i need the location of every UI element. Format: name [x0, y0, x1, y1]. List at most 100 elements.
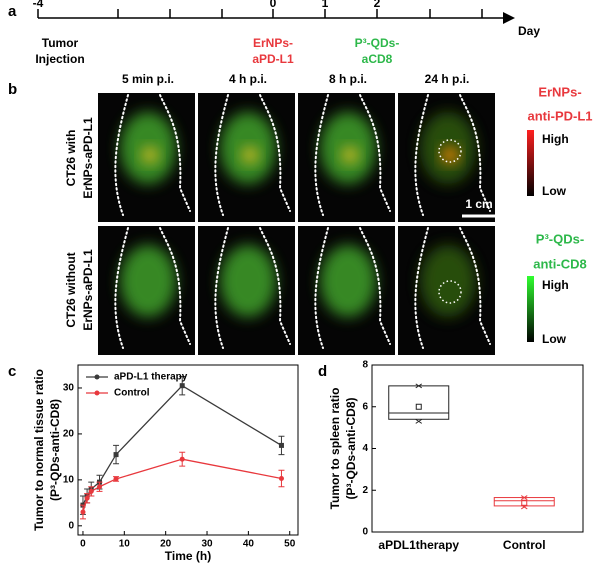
panel-label: c	[8, 363, 16, 380]
outline	[314, 94, 391, 216]
event-label: Injection	[35, 52, 84, 66]
panel-label: b	[8, 81, 17, 98]
outline	[114, 94, 191, 216]
column-header: 8 h p.i.	[329, 72, 367, 86]
glow	[242, 147, 258, 163]
y-tick-label: 6	[362, 401, 368, 412]
image-grid	[98, 93, 495, 355]
outline	[314, 227, 391, 349]
outline	[414, 94, 491, 216]
y-axis-label: Tumor to spleen ratio	[328, 388, 342, 510]
whisker-end	[520, 495, 528, 500]
y-tick-label: 10	[63, 475, 75, 486]
tick-label: -4	[33, 0, 44, 10]
panel-label: a	[8, 3, 17, 20]
colorbar-label: Low	[542, 332, 567, 346]
column-header: 5 min p.i.	[122, 72, 174, 86]
y-axis-label: Tumor to normal tissue ratio	[32, 369, 46, 531]
column-header: 24 h p.i.	[425, 72, 470, 86]
colorbar	[527, 276, 534, 342]
series-line	[82, 458, 282, 513]
row-label: CT26 with	[64, 130, 78, 187]
glow	[220, 245, 276, 317]
series-line	[82, 384, 282, 506]
y-axis-label: (P³-QDs-anti-CD8)	[344, 398, 358, 500]
marker	[97, 484, 103, 490]
colorbar-title: P³-QDs-	[536, 231, 584, 246]
event-label: aCD8	[362, 52, 393, 66]
marker	[113, 452, 119, 458]
plot-frame	[77, 364, 299, 536]
y-tick-label: 20	[63, 429, 75, 440]
x-tick-label: 0	[80, 539, 86, 550]
box	[388, 385, 450, 420]
axis-unit: Day	[518, 24, 540, 38]
colorbar-title: ErNPs-	[538, 84, 581, 99]
timeline	[37, 9, 515, 24]
glow	[120, 245, 176, 317]
y-tick-label: 8	[362, 360, 368, 371]
outline	[214, 227, 291, 349]
event-label: Tumor	[42, 36, 79, 50]
tumor-circle	[438, 139, 462, 163]
outline	[214, 94, 291, 216]
y-axis-label: (P³-QDs-anti-CD8)	[48, 399, 62, 501]
y-tick-label: 0	[68, 520, 74, 531]
panel-label: d	[318, 363, 327, 380]
row-label: CT26 without	[64, 252, 78, 327]
scale-bar-label: 1 cm	[465, 197, 492, 211]
marker	[278, 475, 284, 481]
tick-label: 1	[322, 0, 329, 10]
column-header: 4 h p.i.	[229, 72, 267, 86]
glow	[142, 147, 158, 163]
legend-marker	[94, 390, 100, 396]
glow	[342, 147, 358, 163]
outline	[414, 227, 491, 349]
event-label: ErNPs-	[253, 36, 293, 50]
marker	[84, 495, 90, 501]
row-label: ErNPs-aPD-L1	[81, 117, 95, 199]
row-label: ErNPs-aPD-L1	[81, 249, 95, 331]
marker	[80, 509, 86, 515]
colorbar-label: Low	[542, 184, 567, 198]
x-tick-label: Control	[503, 538, 546, 552]
tick-label: 0	[270, 0, 277, 10]
y-tick-label: 4	[362, 443, 368, 454]
x-axis-label: Time (h)	[165, 549, 211, 563]
x-tick-label: 30	[201, 539, 213, 550]
y-tick-label: 2	[362, 485, 368, 496]
box	[493, 497, 555, 507]
event-label: aPD-L1	[252, 52, 294, 66]
colorbar	[527, 130, 534, 196]
colorbar-title: anti-PD-L1	[528, 108, 593, 123]
legend-label: Control	[114, 388, 150, 399]
y-axis-label: (P³-QDs-anti-CD8)	[48, 399, 62, 501]
legend-label: aPD-L1 therapy	[114, 372, 188, 383]
colorbar-title: anti-CD8	[533, 256, 586, 271]
x-tick-label: 50	[284, 539, 296, 550]
y-axis-label: Tumor to spleen ratio	[328, 388, 342, 510]
x-tick-label: 40	[243, 539, 255, 550]
y-axis-label: Tumor to normal tissue ratio	[32, 369, 46, 531]
y-axis-label: (P³-QDs-anti-CD8)	[344, 398, 358, 500]
whisker-end	[415, 418, 423, 424]
glow	[320, 245, 376, 317]
mean	[415, 403, 422, 410]
legend-marker	[94, 374, 100, 380]
x-tick-label: aPDL1therapy	[378, 538, 459, 552]
marker	[179, 383, 185, 389]
marker	[88, 488, 94, 494]
y-tick-label: 30	[63, 383, 75, 394]
marker	[278, 442, 284, 448]
tumor-circle	[438, 280, 462, 304]
glow	[442, 147, 458, 163]
x-tick-label: 20	[160, 539, 172, 550]
marker	[179, 456, 185, 462]
whisker-end	[415, 383, 423, 389]
event-label: P³-QDs-	[355, 36, 400, 50]
colorbar-label: High	[542, 132, 569, 146]
tick-label: 2	[374, 0, 381, 10]
x-tick-label: 10	[119, 539, 131, 550]
